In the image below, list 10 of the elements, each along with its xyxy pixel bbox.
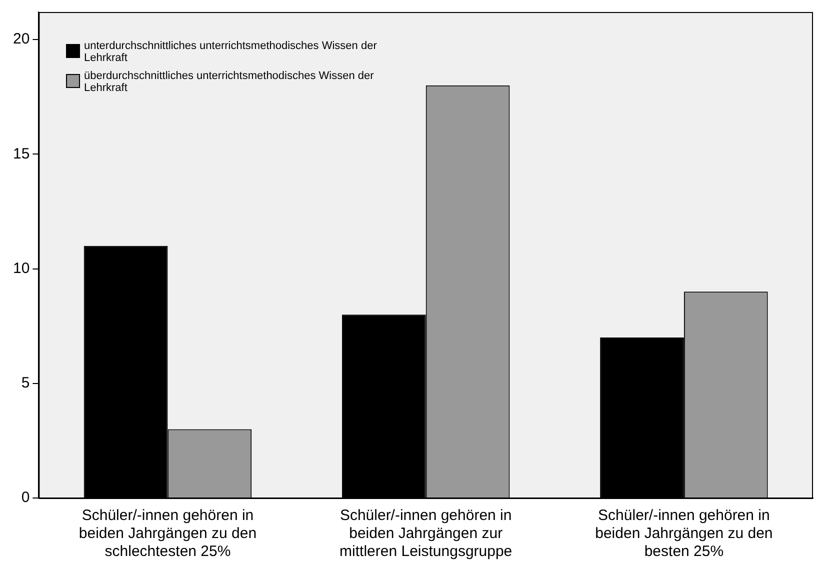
x-tick-label: Schüler/-innen gehören in beiden Jahrgängen zu den besten 25%	[595, 507, 773, 560]
y-tick-label: 20	[12, 30, 30, 48]
y-tick-label: 10	[12, 260, 30, 277]
x-tick-label: Schüler/-innen gehören in beiden Jahrgängen zur mittleren Leistungsgruppe	[340, 507, 512, 560]
legend-label: unterdurchschnittliches unterrichtsmethodisches Wissen der Lehrkraft	[84, 40, 378, 64]
legend-label: überdurchschnittliches unterrichtsmethodisches Wissen der Lehrkraft	[84, 70, 375, 94]
y-tick-label: 15	[12, 145, 30, 162]
y-tick-label: 0	[21, 489, 30, 506]
y-tick-label: 5	[21, 374, 30, 392]
x-tick-label: Schüler/-innen gehören in beiden Jahrgängen zu den schlechtesten 25%	[78, 507, 257, 560]
